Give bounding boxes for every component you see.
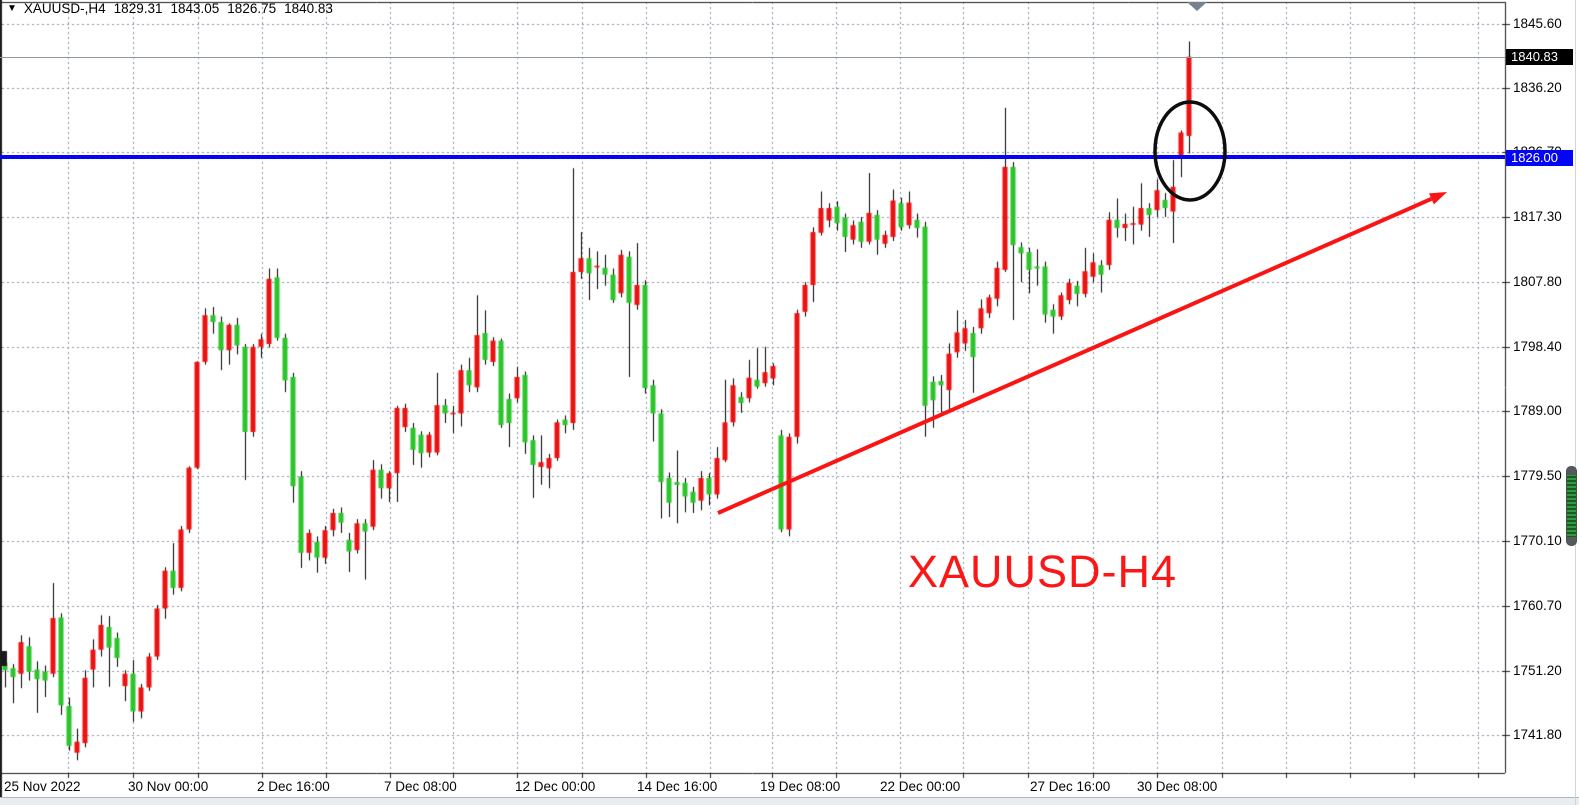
price-axis-label: 1845.60 — [1513, 16, 1562, 31]
price-axis-label: 1779.50 — [1513, 468, 1562, 483]
chart-symbol-label[interactable]: XAUUSD-H4 — [908, 546, 1178, 597]
chart-title-symbol: XAUUSD-,H4 — [23, 1, 106, 16]
time-axis-label: 22 Dec 00:00 — [880, 779, 961, 794]
scrollbar-thumb[interactable] — [1566, 466, 1577, 546]
price-axis-label: 1770.10 — [1513, 533, 1562, 548]
time-axis-label: 25 Nov 2022 — [4, 779, 81, 794]
current-price-tag: 1840.83 — [1506, 49, 1573, 65]
time-axis-label: 27 Dec 16:00 — [1030, 779, 1111, 794]
horizontal-support-line-1826[interactable] — [0, 155, 1505, 159]
price-axis[interactable]: 1845.601836.201826.701817.301807.801798.… — [1506, 0, 1579, 805]
chart-header: ▼ XAUUSD-,H4 1829.31 1843.05 1826.75 184… — [7, 1, 333, 16]
price-axis-label: 1789.00 — [1513, 403, 1562, 418]
price-axis-label: 1751.20 — [1513, 663, 1562, 678]
symbol-dropdown-icon[interactable]: ▼ — [7, 3, 17, 14]
time-axis-label: 30 Dec 08:00 — [1137, 779, 1218, 794]
time-axis[interactable]: 25 Nov 2022 30 Nov 00:00 2 Dec 16:00 7 Dec … — [0, 775, 1579, 797]
bottom-strip — [0, 797, 1579, 805]
time-axis-label: 14 Dec 16:00 — [637, 779, 718, 794]
current-price-line — [0, 57, 1505, 58]
hline-price-tag: 1826.00 — [1506, 150, 1573, 166]
time-axis-label: 7 Dec 08:00 — [384, 779, 457, 794]
time-axis-label: 19 Dec 08:00 — [760, 779, 841, 794]
ohlc-low: 1826.75 — [227, 1, 277, 16]
time-axis-label: 12 Dec 00:00 — [515, 779, 596, 794]
time-axis-label: 30 Nov 00:00 — [128, 779, 209, 794]
price-axis-label: 1817.30 — [1513, 209, 1562, 224]
price-axis-label: 1760.70 — [1513, 598, 1562, 613]
price-axis-label: 1807.80 — [1513, 274, 1562, 289]
latest-bar-marker-icon — [1187, 2, 1207, 11]
ohlc-open: 1829.31 — [113, 1, 163, 16]
price-axis-label: 1798.40 — [1513, 339, 1562, 354]
ohlc-close: 1840.83 — [284, 1, 333, 16]
ohlc-high: 1843.05 — [170, 1, 220, 16]
scrollbar-track[interactable] — [1575, 0, 1576, 805]
price-axis-label: 1741.80 — [1513, 727, 1562, 742]
price-axis-label: 1836.20 — [1513, 80, 1562, 95]
time-axis-label: 2 Dec 16:00 — [257, 779, 330, 794]
